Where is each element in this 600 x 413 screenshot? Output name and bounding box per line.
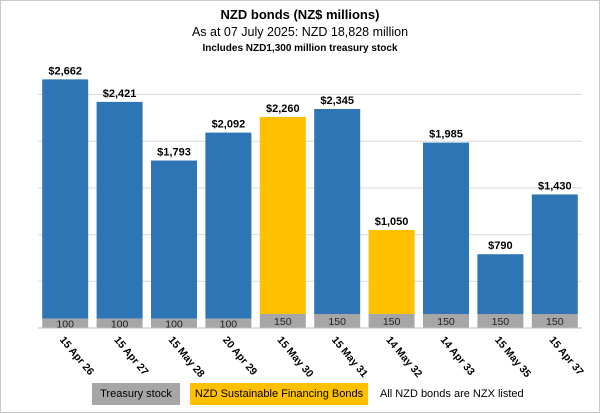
treasury-value-label: 150 [383,316,401,328]
bar-value-label: $1,985 [429,129,463,141]
bar-15-apr-26 [42,79,89,319]
bar-15-apr-37 [531,194,578,314]
chart-title: NZD bonds (NZ$ millions) [220,7,380,22]
x-tick-label: 15 Apr 37 [547,334,586,378]
x-tick-label: 15 May 28 [166,334,207,380]
bar-value-label: $2,662 [48,65,82,77]
x-tick-label: 15 May 31 [329,334,370,380]
treasury-segment [531,313,578,328]
chart-note: Includes NZD1,300 million treasury stock [202,43,398,54]
bar-14-may-32 [368,229,415,314]
bar-value-label: $1,793 [157,147,191,159]
treasury-value-label: 150 [328,316,346,328]
bar-value-label: $2,092 [212,119,246,131]
treasury-segment [423,313,469,328]
treasury-value-label: 100 [165,318,183,330]
chart-subtitle: As at 07 July 2025: NZD 18,828 million [191,25,409,39]
x-tick-label: 15 May 30 [275,334,316,380]
legend-nzx-note: All NZD bonds are NZX listed [380,388,524,400]
x-tick-label: 14 May 32 [383,334,424,380]
treasury-value-label: 150 [437,316,455,328]
bar-15-may-30 [259,116,306,314]
treasury-segment [477,313,524,328]
legend-sustainable-bonds: NZD Sustainable Financing Bonds [190,383,368,405]
treasury-segment [259,313,306,328]
treasury-value-label: 100 [111,318,129,330]
treasury-value-label: 150 [274,316,292,328]
bar-15-apr-27 [96,101,143,319]
bar-value-label: $1,050 [375,216,409,228]
x-tick-label: 14 Apr 33 [438,334,477,378]
bar-20-apr-29 [205,132,252,319]
treasury-value-label: 100 [220,318,238,330]
treasury-segment [205,318,252,328]
bar-14-apr-33 [423,142,469,314]
bar-15-may-28 [151,160,197,319]
treasury-value-label: 100 [56,318,74,330]
treasury-segment [96,318,143,328]
x-tick-label: 20 Apr 29 [220,334,259,378]
x-tick-label: 15 May 35 [492,334,533,380]
bar-15-may-31 [314,108,361,314]
treasury-segment [42,318,89,328]
treasury-segment [368,313,415,328]
treasury-segment [314,313,361,328]
treasury-value-label: 150 [546,316,564,328]
bar-value-label: $2,345 [320,95,354,107]
bar-15-may-35 [477,254,524,314]
legend-treasury-stock: Treasury stock [92,383,180,405]
x-tick-label: 15 Apr 26 [57,334,96,378]
bar-value-label: $1,430 [538,180,572,192]
bar-value-label: $2,260 [266,103,300,115]
bar-value-label: $790 [488,240,512,252]
treasury-segment [151,318,197,328]
bar-value-label: $2,421 [103,88,137,100]
treasury-value-label: 150 [492,316,510,328]
x-tick-label: 15 Apr 27 [111,334,150,378]
